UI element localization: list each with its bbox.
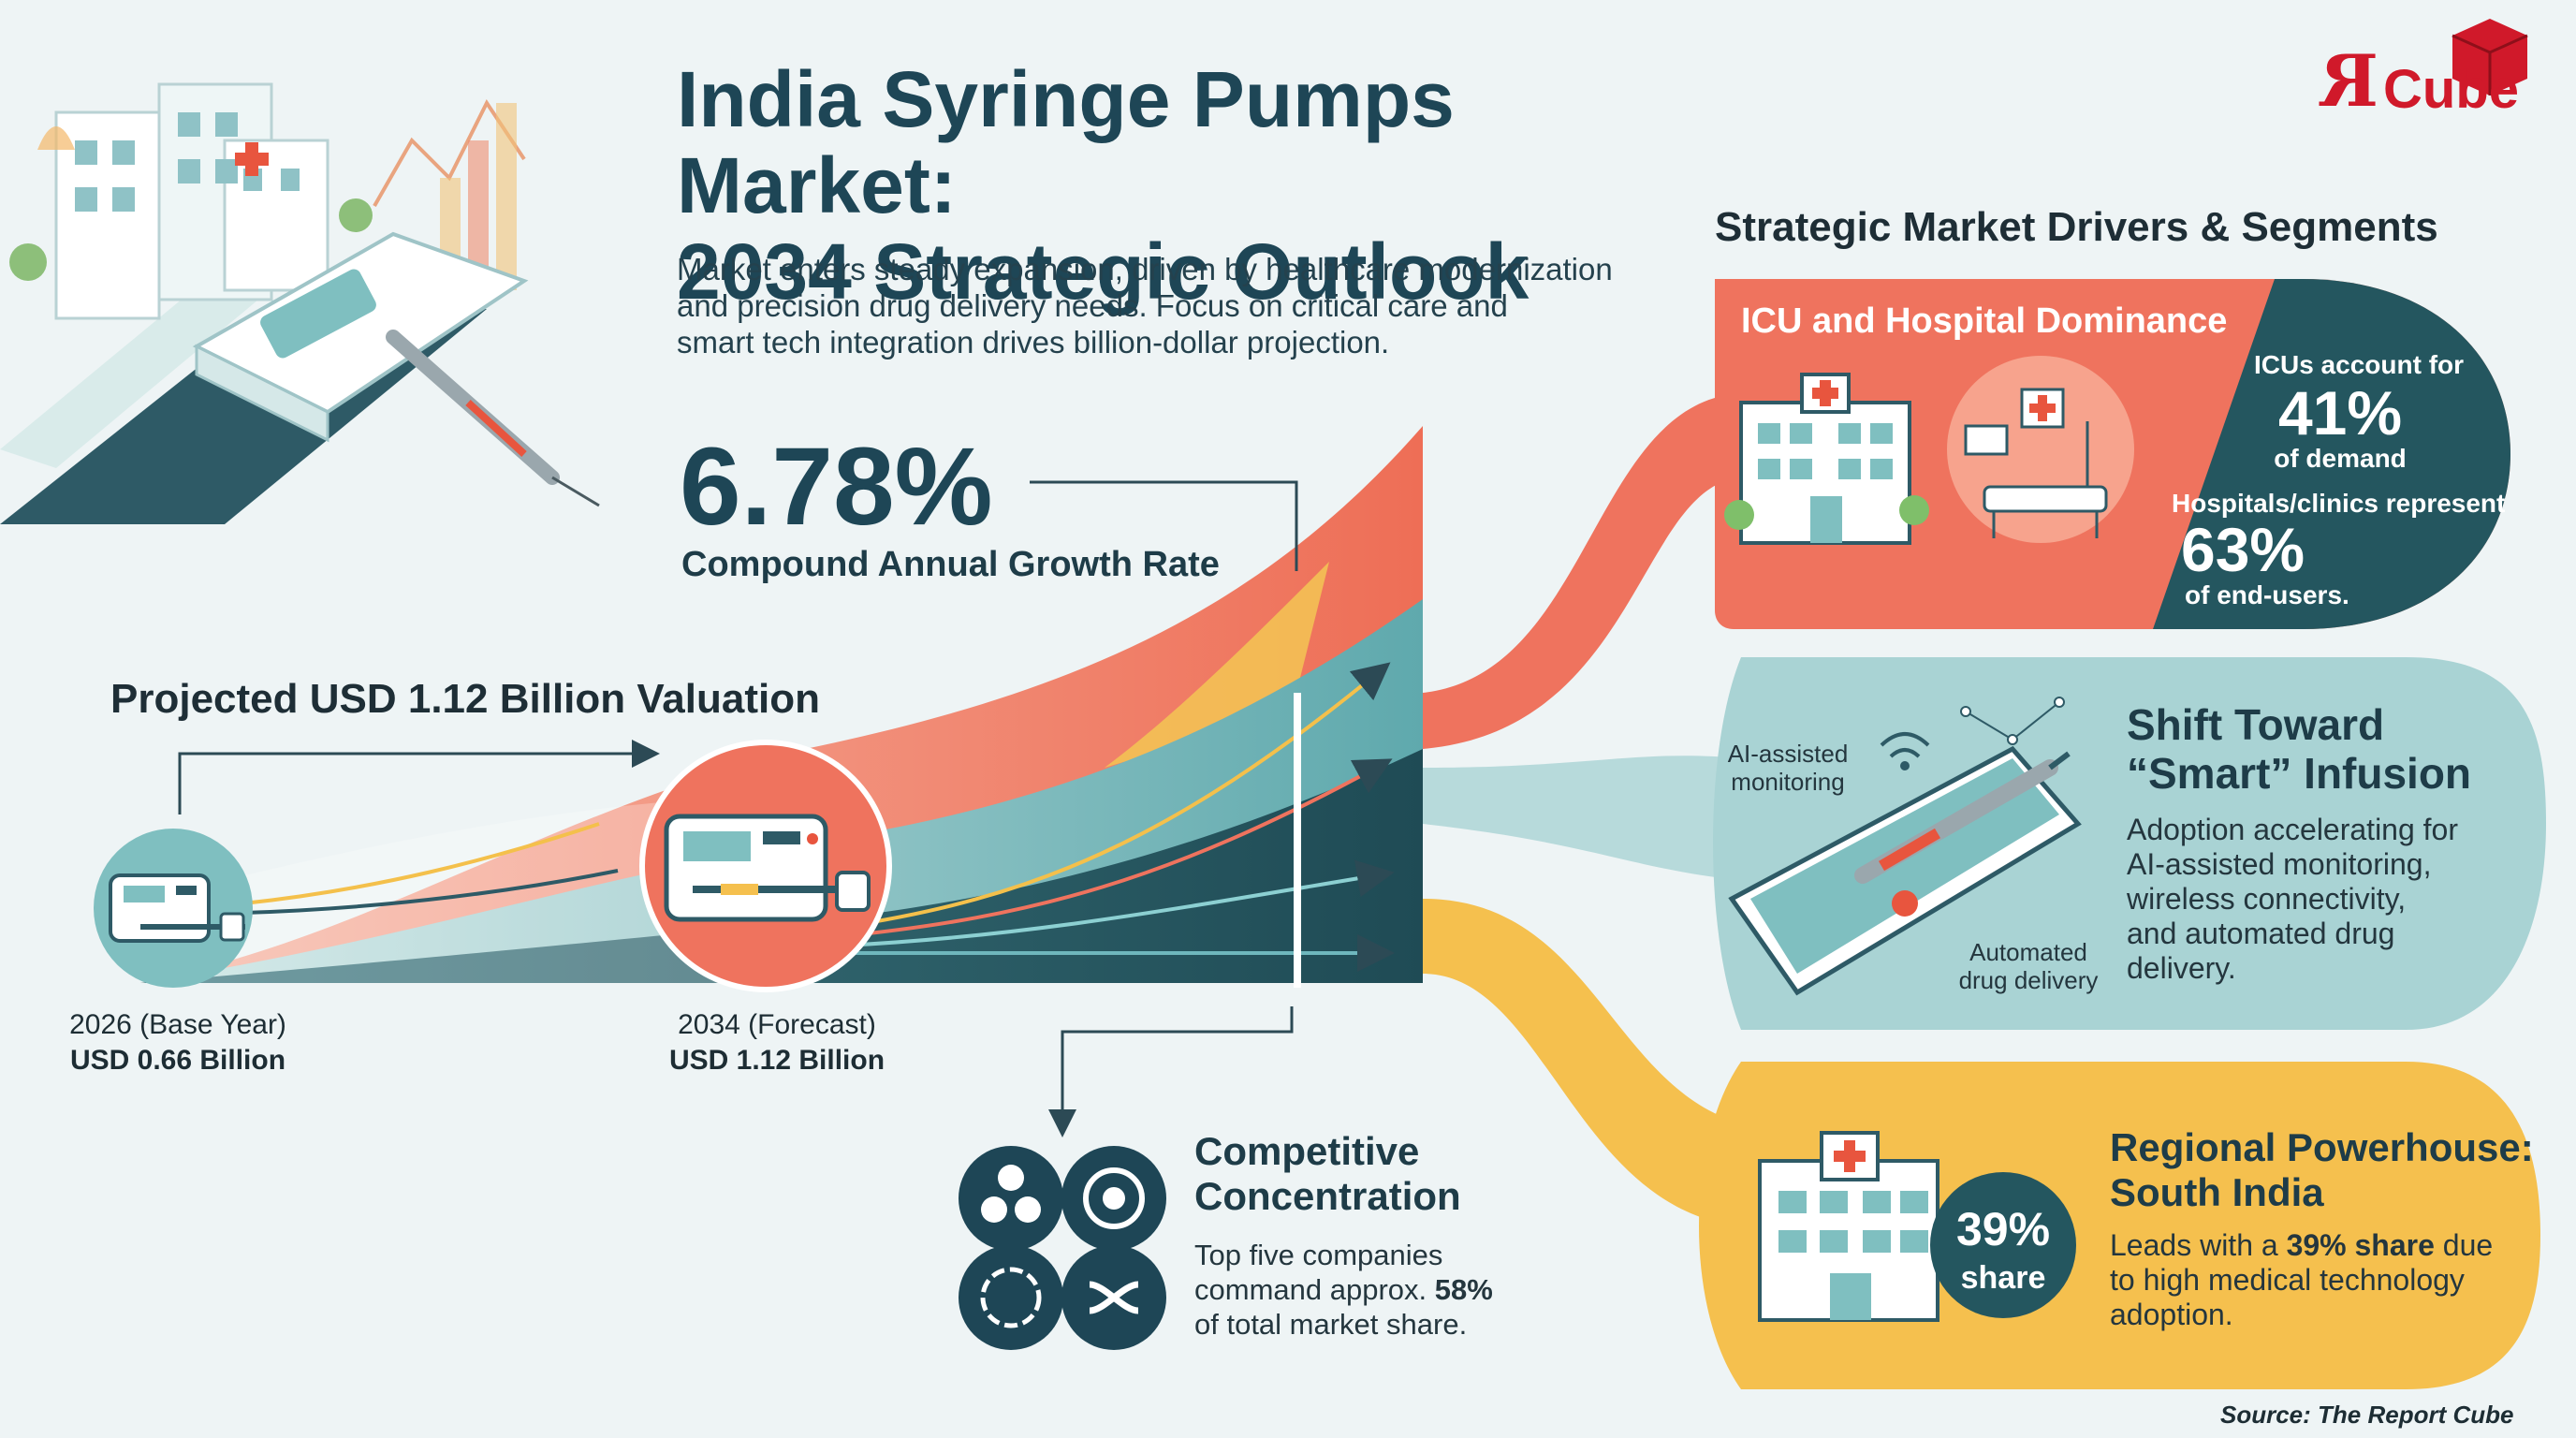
connector-arrows	[178, 480, 1298, 1137]
competition-share-value: 58%	[1434, 1273, 1493, 1306]
smart-card-background	[1713, 657, 2546, 1030]
competitors-icon-cluster	[959, 1146, 1166, 1350]
base-year-caption: 2026 (Base Year) USD 0.66 Billion	[37, 1007, 318, 1078]
icu-stat-value: 41%	[2277, 378, 2403, 448]
region-desc-line-1: Leads with a 39% share due	[2110, 1228, 2522, 1263]
ai-monitoring-callout: AI-assisted monitoring	[1713, 740, 1863, 796]
smart-desc-line-2: AI-assisted monitoring,	[2127, 847, 2432, 881]
base-year-value: USD 0.66 Billion	[69, 1045, 286, 1076]
hospital-stat-value: 63%	[2181, 515, 2305, 584]
ai-callout-line-1: AI-assisted	[1727, 740, 1849, 768]
driver-flow-ribbons	[1423, 393, 1741, 1226]
automated-delivery-callout: Automated drug delivery	[1939, 938, 2117, 994]
competition-desc-line-1: Top five companies	[1194, 1239, 1443, 1271]
region-share-badge-value: 39%	[1955, 1203, 2051, 1255]
subtitle-line-2: and precision drug delivery needs. Focus…	[677, 288, 1508, 323]
region-title-line-2: South India	[2110, 1170, 2324, 1214]
ai-callout-line-2: monitoring	[1731, 768, 1845, 796]
smart-desc-line-1: Adoption accelerating for	[2127, 813, 2458, 846]
competition-desc-prefix: command approx.	[1194, 1273, 1435, 1306]
forecast-value: USD 1.12 Billion	[668, 1045, 886, 1076]
smart-desc-line-5: delivery.	[2127, 951, 2236, 985]
region-desc-line-2: to high medical technology	[2110, 1263, 2465, 1297]
competition-desc-line-2: command approx. 58%	[1194, 1272, 1588, 1307]
title-line-1: India Syringe Pumps Market:	[677, 55, 1455, 229]
competition-title-line-2: Concentration	[1194, 1174, 1461, 1218]
page-subtitle: Market enters steady expansion, driven b…	[677, 251, 1669, 360]
smart-desc-line-4: and automated drug	[2127, 917, 2395, 950]
competition-title: Competitive Concentration	[1194, 1129, 1550, 1219]
subtitle-line-3: smart tech integration drives billion-do…	[677, 325, 1390, 360]
logo-mark: R	[2320, 39, 2379, 123]
icu-card-title: ICU and Hospital Dominance	[1741, 301, 2228, 341]
region-title-line-1: Regional Powerhouse:	[2110, 1125, 2534, 1169]
region-share-badge-label: share	[1960, 1260, 2046, 1296]
cagr-value: 6.78%	[680, 425, 993, 549]
source-credit: Source: The Report Cube	[2220, 1401, 2514, 1429]
forecast-label: 2034 (Forecast)	[678, 1009, 876, 1040]
region-card-background	[1699, 1062, 2540, 1389]
region-desc-share: 39% share	[2286, 1228, 2435, 1262]
automated-callout-line-1: Automated	[1969, 938, 2087, 966]
region-desc-line-3: adoption.	[2110, 1298, 2233, 1331]
page-title: India Syringe Pumps Market: 2034 Strateg…	[677, 56, 1753, 315]
forecast-pump-icon	[639, 740, 892, 992]
logo-text: Cube	[2383, 59, 2519, 120]
subtitle-line-1: Market enters steady expansion, driven b…	[677, 252, 1613, 286]
base-year-pump-icon	[94, 829, 253, 988]
base-year-label: 2026 (Base Year)	[69, 1009, 286, 1040]
smart-desc-line-3: wireless connectivity,	[2127, 882, 2407, 916]
growth-bands	[140, 426, 1423, 988]
smart-card-description: Adoption accelerating for AI-assisted mo…	[2127, 813, 2501, 986]
competition-title-line-1: Competitive	[1194, 1129, 1420, 1173]
automated-callout-line-2: drug delivery	[1958, 966, 2099, 994]
icu-card-background	[1715, 279, 2510, 629]
hospital-stat-suffix: of end-users.	[2185, 580, 2349, 609]
icu-stat-label: ICUs account for	[2253, 350, 2465, 379]
smart-card-title: Shift Toward “Smart” Infusion	[2127, 700, 2471, 798]
cagr-label: Compound Annual Growth Rate	[681, 545, 1220, 584]
cube-logo-icon	[2452, 19, 2528, 95]
competition-description: Top five companies command approx. 58% o…	[1194, 1238, 1588, 1342]
title-line-2: 2034 Strategic Outlook	[677, 227, 1530, 315]
hospital-pump-illustration	[0, 82, 600, 524]
competition-desc-line-3: of total market share.	[1194, 1308, 1468, 1341]
hospital-stat-label: Hospitals/clinics represent	[2172, 489, 2506, 518]
region-desc-suffix: due	[2434, 1228, 2494, 1262]
smart-title-line-2: “Smart” Infusion	[2127, 749, 2472, 798]
forecast-caption: 2034 (Forecast) USD 1.12 Billion	[637, 1007, 917, 1078]
smart-title-line-1: Shift Toward	[2127, 700, 2385, 749]
region-card-title: Regional Powerhouse: South India	[2110, 1125, 2540, 1215]
region-card-description: Leads with a 39% share due to high medic…	[2110, 1228, 2522, 1332]
icu-stat-suffix: of demand	[2274, 444, 2407, 473]
projection-heading: Projected USD 1.12 Billion Valuation	[110, 676, 820, 722]
drivers-heading: Strategic Market Drivers & Segments	[1715, 204, 2438, 250]
region-desc-prefix: Leads with a	[2110, 1228, 2287, 1262]
